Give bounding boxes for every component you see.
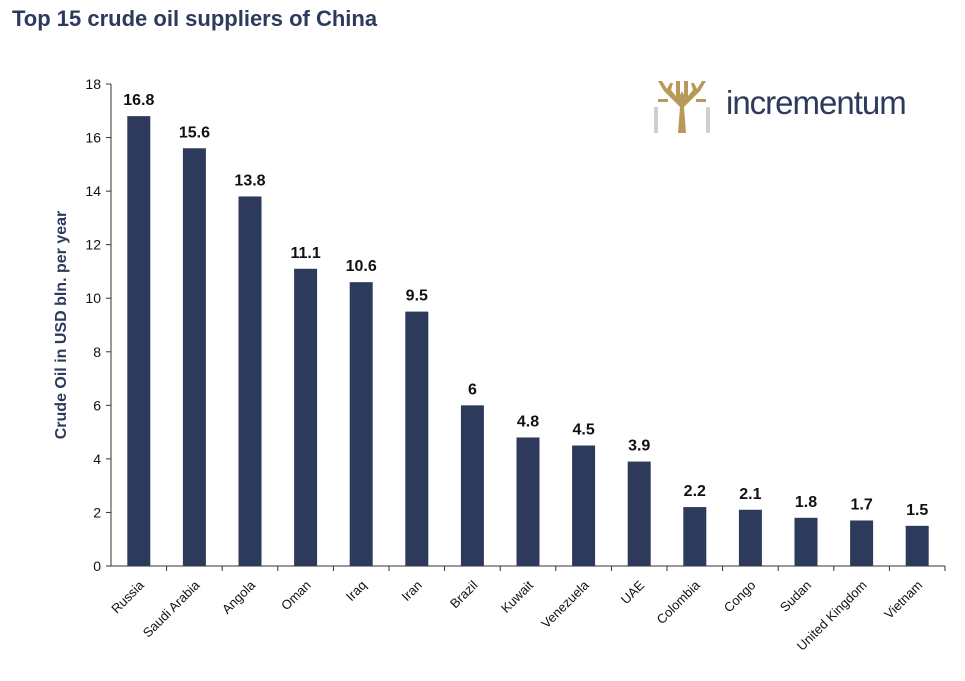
x-tick-label: Angola bbox=[219, 577, 259, 617]
logo-text: incrementum bbox=[726, 84, 907, 121]
bar-value-label: 13.8 bbox=[234, 172, 265, 189]
x-tick-label: Brazil bbox=[447, 577, 481, 611]
bar bbox=[905, 525, 929, 566]
bar bbox=[738, 509, 762, 566]
bar bbox=[238, 196, 262, 566]
bar-value-label: 4.5 bbox=[572, 422, 594, 439]
bar-value-label: 16.8 bbox=[123, 92, 154, 109]
bar-value-label: 1.8 bbox=[795, 494, 817, 511]
y-tick-label: 16 bbox=[85, 130, 101, 146]
bar bbox=[794, 517, 818, 566]
y-tick-label: 2 bbox=[93, 504, 101, 520]
bar-value-label: 1.5 bbox=[906, 502, 928, 519]
x-tick-label: Saudi Arabia bbox=[140, 577, 203, 640]
x-tick-label: Congo bbox=[721, 578, 759, 616]
x-tick-label: Sudan bbox=[777, 578, 814, 615]
bar bbox=[349, 282, 373, 566]
bar bbox=[516, 437, 540, 566]
x-tick-label: UAE bbox=[618, 577, 648, 607]
x-tick-label: Colombia bbox=[653, 577, 703, 627]
x-tick-label: Oman bbox=[278, 578, 314, 614]
bar bbox=[127, 116, 151, 566]
bar-value-label: 4.8 bbox=[517, 413, 539, 430]
bar bbox=[182, 148, 206, 566]
y-axis: 0 2 4 6 8 10 12 14 16 18 bbox=[85, 76, 112, 574]
x-tick-label: Vietnam bbox=[881, 578, 925, 622]
y-tick-label: 10 bbox=[85, 290, 101, 306]
bar-value-label: 3.9 bbox=[628, 438, 650, 455]
tree-logo-icon bbox=[654, 81, 710, 133]
y-tick-label: 12 bbox=[85, 237, 101, 253]
data-labels: 16.8 15.6 13.8 11.1 10.6 9.5 6 4.8 4.5 3.9 2.2 2.1 1… bbox=[123, 92, 928, 519]
bar-value-label: 6 bbox=[468, 381, 477, 398]
y-tick-label: 4 bbox=[93, 451, 101, 467]
chart-title: Top 15 crude oil suppliers of China bbox=[12, 6, 378, 31]
bar-value-label: 15.6 bbox=[179, 124, 210, 141]
y-tick-label: 0 bbox=[93, 558, 101, 574]
bar-value-label: 11.1 bbox=[290, 245, 320, 262]
y-tick-label: 8 bbox=[93, 344, 101, 360]
y-axis-title: Crude Oil in USD bln. per year bbox=[53, 211, 70, 440]
x-tick-label: Iraq bbox=[343, 578, 369, 604]
bar bbox=[683, 507, 707, 566]
bars bbox=[127, 116, 929, 566]
bar-value-label: 9.5 bbox=[406, 288, 428, 305]
x-tick-label: Iran bbox=[398, 578, 424, 604]
bar bbox=[294, 268, 318, 566]
bar bbox=[572, 445, 596, 566]
bar-value-label: 2.1 bbox=[739, 486, 761, 503]
bar bbox=[460, 405, 484, 566]
bar bbox=[627, 461, 651, 566]
x-tick-label: Russia bbox=[108, 577, 147, 616]
bar bbox=[850, 520, 874, 566]
bar-value-label: 1.7 bbox=[850, 496, 872, 513]
y-tick-label: 18 bbox=[85, 76, 101, 92]
bar-value-label: 2.2 bbox=[684, 483, 706, 500]
bar bbox=[405, 311, 429, 566]
y-tick-label: 6 bbox=[93, 397, 101, 413]
x-tick-label: Venezuela bbox=[538, 577, 592, 631]
y-tick-label: 14 bbox=[85, 183, 101, 199]
bar-value-label: 10.6 bbox=[346, 258, 377, 275]
x-tick-label: Kuwait bbox=[498, 577, 536, 615]
